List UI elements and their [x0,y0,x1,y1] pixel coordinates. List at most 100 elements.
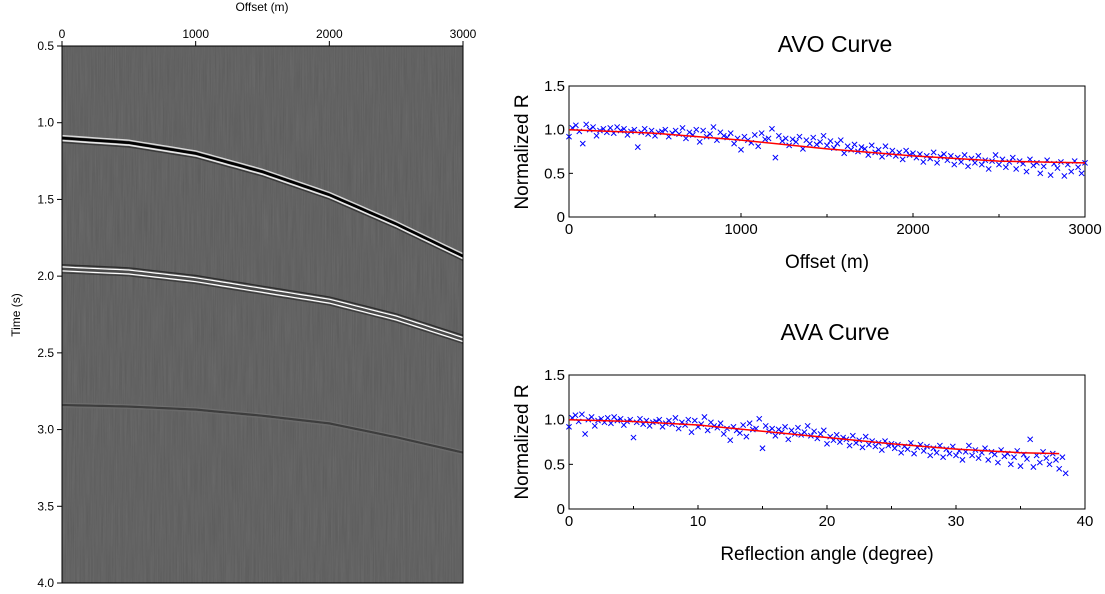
seismic-event-white [62,272,463,344]
ava-data-point [869,438,876,445]
avo-data-point [579,140,586,147]
avo-data-point [634,144,641,151]
ava-data-point [688,429,695,436]
seismic-event-black [62,141,463,262]
seismic-event-black [62,136,463,258]
ava-data-point [833,431,840,438]
avo-data-point [683,135,689,142]
seismic-x-tick-label: 3000 [450,27,477,41]
avo-data-point [793,138,799,145]
avo-data-point [751,131,758,138]
avo-data-point [827,138,834,144]
avo-data-point [755,143,762,150]
avo-data-point [1068,168,1075,175]
seismic-x-tick-label: 0 [59,27,66,41]
ava-panel: AVA Curve 0 10 20 30 40 0 0.5 1.0 1.5 Reflectio… [512,319,1093,565]
avo-data-point [769,125,775,132]
ava-data-point [746,420,753,427]
ava-data-point [604,414,611,421]
seismic-event-white [62,266,463,339]
avo-x-axis: 0 1000 2000 3000 [565,213,1102,238]
ava-data-point [1059,454,1066,461]
ava-data-point [588,414,595,420]
ava-data-point [953,452,959,459]
ava-x-tick-label: 10 [690,513,707,530]
ava-data-point [566,423,572,430]
ava-data-point [591,422,598,429]
avo-data-point [868,142,875,149]
seismic-event-weak [62,402,463,452]
seismic-y-axis: 0.5 1.0 1.5 2.0 2.5 3.0 3.5 4.0 [37,39,62,590]
avo-data-point [631,126,638,133]
ava-data-point [720,431,727,437]
seismic-y-tick-label: 2.5 [37,346,54,360]
seismic-event-black [62,134,463,255]
avo-data-point [971,159,978,166]
avo-data-point [889,147,896,154]
avo-data-point [934,159,941,166]
avo-data-point [662,126,669,133]
ava-fit-line [568,418,1060,455]
ava-data-point [704,427,711,434]
avo-data-point [566,133,572,140]
ava-data-point [675,425,682,432]
ava-data-point [743,433,750,440]
ava-x-axis-label: Reflection angle (degree) [720,544,933,565]
seismic-event-white [62,270,463,343]
ava-data-point [762,422,769,429]
avo-data-point [978,161,985,168]
ava-data-point [1056,465,1063,472]
avo-data-point [621,125,627,132]
avo-data-point [1075,164,1082,171]
avo-data-point [1061,172,1068,179]
avo-plot-frame [568,85,1086,218]
ava-data-point [578,411,585,418]
avo-data-point [765,135,772,142]
ava-data-point [975,455,982,462]
avo-data-point [882,143,889,150]
ava-x-tick-label: 0 [565,513,573,530]
avo-data-point [810,134,817,141]
ava-data-point [1023,456,1030,462]
seismic-y-tick-label: 4.0 [37,576,54,590]
ava-y-tick-label: 0.5 [544,456,565,473]
ava-title: AVA Curve [780,319,889,345]
seismic-y-axis-label: Time (s) [9,293,23,337]
ava-data-point [898,449,905,456]
ava-data-point [582,431,589,437]
avo-data-point [961,152,968,158]
avo-data-point [1002,164,1009,171]
avo-data-point [593,132,600,139]
ava-data-point [672,414,679,421]
avo-data-point [720,132,727,139]
avo-y-tick-label: 1.5 [544,78,565,95]
ava-data-point [1046,461,1053,468]
ava-data-point [636,415,643,422]
ava-data-point [1027,436,1034,443]
avo-data-point [861,145,868,152]
seismic-y-tick-label: 1.5 [37,192,54,206]
seismic-gather-panel: 0 1000 2000 3000 0.5 1.0 1.5 2.0 2.5 3.0 3.5 4.0 O… [9,0,477,590]
avo-data-point [820,132,827,139]
avo-data-point [779,138,786,144]
ava-data-point [1017,463,1024,470]
avo-fit-line [568,128,1086,164]
ava-data-point [727,437,734,444]
ava-y-tick-label: 1.0 [544,412,565,429]
avo-y-tick-label: 0.5 [544,165,565,182]
ava-data-point [836,439,843,445]
ava-data-point [691,417,698,424]
avo-x-tick-label: 0 [565,221,573,238]
ava-data-point [759,445,766,452]
ava-data-point [785,436,792,443]
avo-data-point [920,159,927,165]
avo-data-point [700,127,707,134]
avo-x-axis-label: Offset (m) [785,252,869,273]
avo-data-point [789,136,796,143]
avo-data-point [923,152,930,159]
avo-data-point [762,136,769,143]
ava-y-tick-label: 0 [557,501,565,518]
avo-data-point [782,135,789,142]
avo-data-point [583,121,590,128]
